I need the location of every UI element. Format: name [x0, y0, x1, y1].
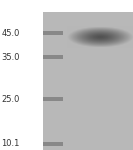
Bar — [43, 142, 63, 146]
Bar — [43, 97, 63, 101]
Bar — [43, 12, 133, 150]
Bar — [43, 31, 63, 35]
Bar — [43, 55, 63, 59]
Text: 35.0: 35.0 — [1, 52, 20, 62]
Text: 45.0: 45.0 — [1, 28, 20, 38]
Text: 25.0: 25.0 — [1, 94, 20, 103]
Text: 10.1: 10.1 — [1, 140, 20, 148]
